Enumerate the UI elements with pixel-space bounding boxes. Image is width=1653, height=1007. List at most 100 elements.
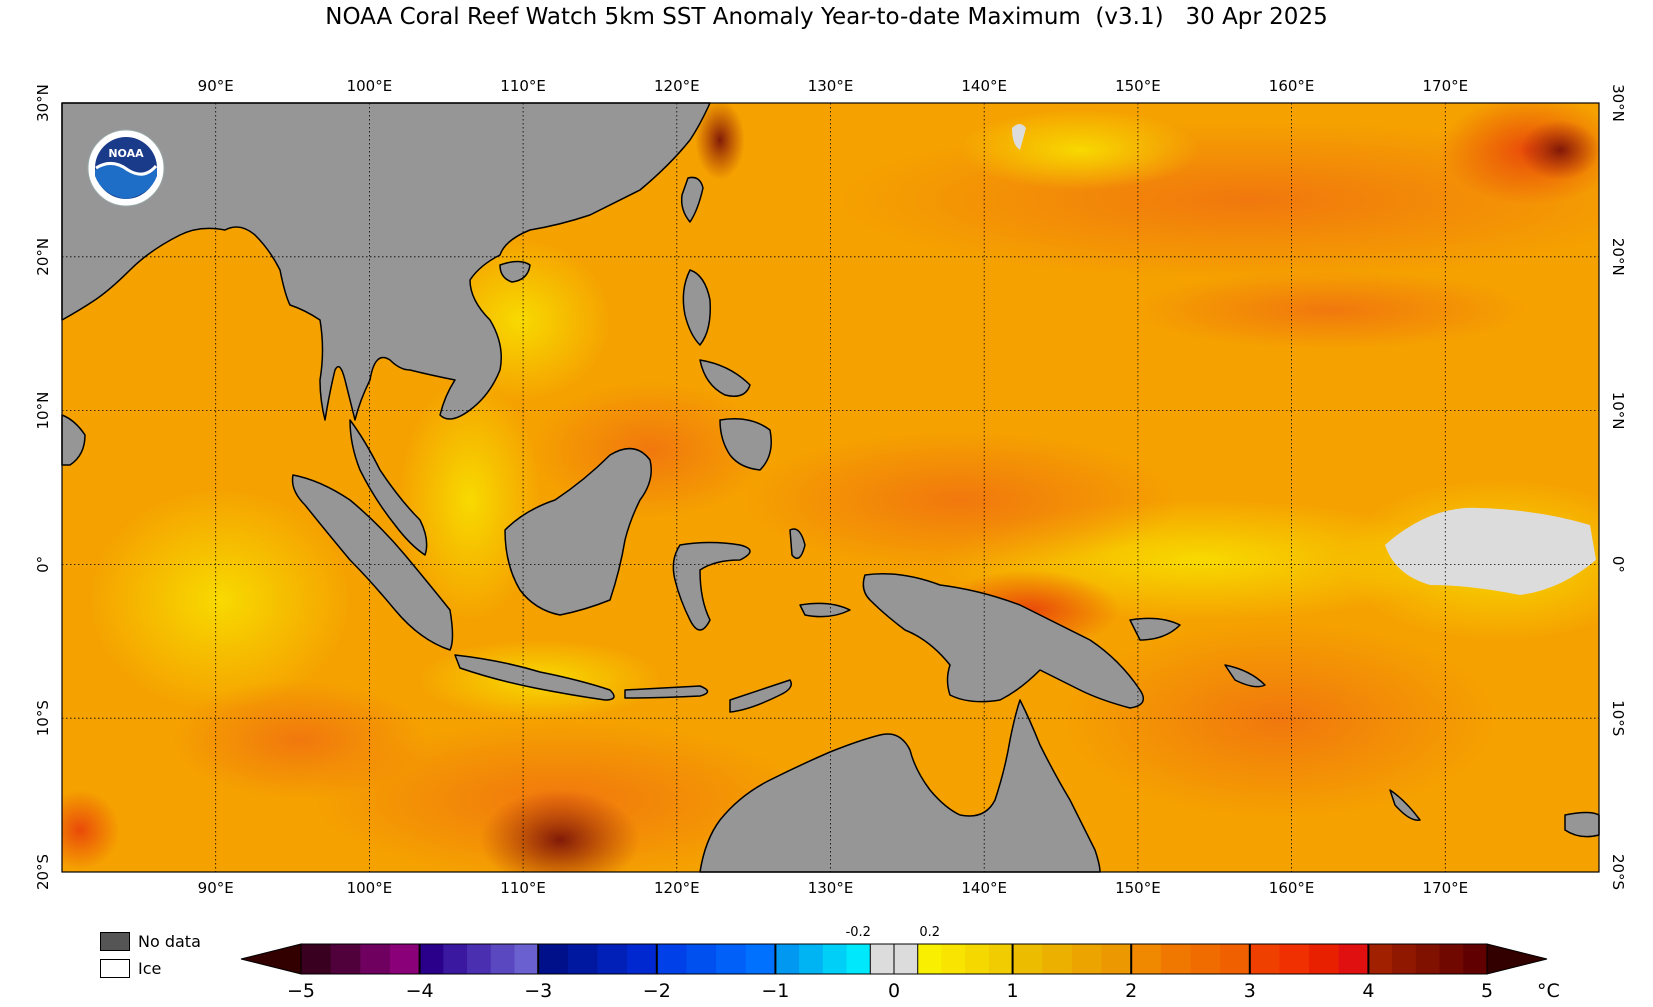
colorbar-tick-label: −5 [287,980,315,1002]
colorbar-segment [627,944,658,974]
lat-tick-right: 0° [1609,556,1627,573]
lat-tick-right: 20°S [1609,854,1627,890]
sumatra [291,474,454,651]
colorbar-segment [1190,944,1221,974]
lat-tick-left: 20°N [34,238,52,276]
colorbar-tick-label: 4 [1362,980,1374,1002]
seram [799,602,851,618]
colorbar-segment [1042,944,1073,974]
colorbar-unit: °C [1537,980,1560,1002]
ice-swatch [100,959,130,978]
colorbar-segment [1160,944,1191,974]
lon-tick-bottom: 100°E [347,879,393,897]
colorbar-segment [656,944,687,974]
colorbar-segment [443,944,468,974]
colorbar-segment [1071,944,1103,974]
no-data-swatch [100,932,130,951]
colorbar-segment [490,944,515,974]
lon-tick-bottom: 110°E [500,879,546,897]
colorbar-segment [330,944,361,974]
malay-peninsula [349,419,428,556]
colorbar-segment [1131,944,1162,974]
lat-tick-left: 10°S [34,700,52,736]
ice-patch-north [1012,124,1026,150]
fiji [1564,811,1600,838]
colorbar-tick-label: 2 [1125,980,1137,1002]
lon-tick-top: 160°E [1269,77,1315,95]
taiwan [680,176,704,223]
colorbar-segment [360,944,391,974]
colorbar-segment [988,944,1014,974]
colorbar-tick-label: −4 [406,980,434,1002]
lat-tick-left: 10°N [34,392,52,430]
colorbar-tick-label: −1 [761,980,789,1002]
colorbar-under-arrow [240,943,302,975]
colorbar-segment [775,944,800,974]
new-britain [1129,617,1181,641]
axis-tick-labels: 90°E 90°E 100°E 100°E 110°E 110°E 120°E 120°E 13… [34,77,1627,897]
new-caledonia [1389,789,1421,821]
colorbar-segment [1439,944,1464,974]
lat-tick-right: 20°N [1609,238,1627,276]
borneo [504,447,652,616]
colorbar-tick-label: 1 [1007,980,1019,1002]
map-frame [61,102,1600,873]
colorbar-segment [917,944,942,974]
lon-tick-top: 120°E [654,77,700,95]
java [454,654,615,701]
lesser-sunda [624,685,709,699]
philippines-luzon [682,269,712,346]
halmahera [789,528,806,560]
colorbar-segment [716,944,747,974]
colorbar-segment [965,944,990,974]
philippines-visayas [699,359,751,397]
colorbar-small-label: -0.2 [846,925,871,940]
lon-tick-bottom: 160°E [1269,879,1315,897]
lon-tick-top: 170°E [1422,77,1468,95]
new-guinea [862,573,1145,709]
lon-tick-bottom: 170°E [1422,879,1468,897]
colorbar-over-arrow [1486,943,1548,975]
lon-tick-bottom: 90°E [198,879,234,897]
colorbar-segment [846,944,871,974]
lat-tick-right: 10°N [1609,392,1627,430]
colorbar-segment [941,944,966,974]
india-tip [61,414,86,466]
colorbar-segment [301,944,332,974]
colorbar-segment [467,944,492,974]
colorbar-tick-label: 5 [1481,980,1493,1002]
colorbar-segment [1338,944,1369,974]
graticule [62,103,1599,872]
colorbar-tick-label: −2 [643,980,671,1002]
colorbar-tick-label: −3 [524,980,552,1002]
philippines-mindanao [719,418,772,471]
lat-tick-left: 0° [34,556,52,573]
solomon-islands [1224,664,1266,688]
colorbar-segment [1220,944,1251,974]
lat-tick-right: 30°N [1609,84,1627,122]
colorbar-segment [745,944,776,974]
colorbar-segment [1463,944,1488,974]
lat-tick-right: 10°S [1609,700,1627,736]
lon-tick-top: 90°E [198,77,234,95]
colorbar-segment [389,944,421,974]
colorbar-tick-label: 3 [1244,980,1256,1002]
colorbar-tick-label: 0 [888,980,900,1002]
lat-tick-left: 30°N [34,84,52,122]
lon-tick-bottom: 150°E [1115,879,1161,897]
colorbar-segment [1101,944,1132,974]
lon-tick-top: 140°E [961,77,1007,95]
colorbar-segment [1368,944,1393,974]
colorbar-segment [1012,944,1043,974]
lon-tick-top: 100°E [347,77,393,95]
ice-label: Ice [138,959,162,978]
colorbar-small-label: 0.2 [919,925,940,940]
timor [729,679,792,713]
chart-title: NOAA Coral Reef Watch 5km SST Anomaly Ye… [325,4,1328,30]
australia [699,699,1101,873]
asia-mainland [61,102,711,421]
colorbar-segment [538,944,569,974]
land-masses [61,102,1600,873]
colorbar-segment [1309,944,1340,974]
